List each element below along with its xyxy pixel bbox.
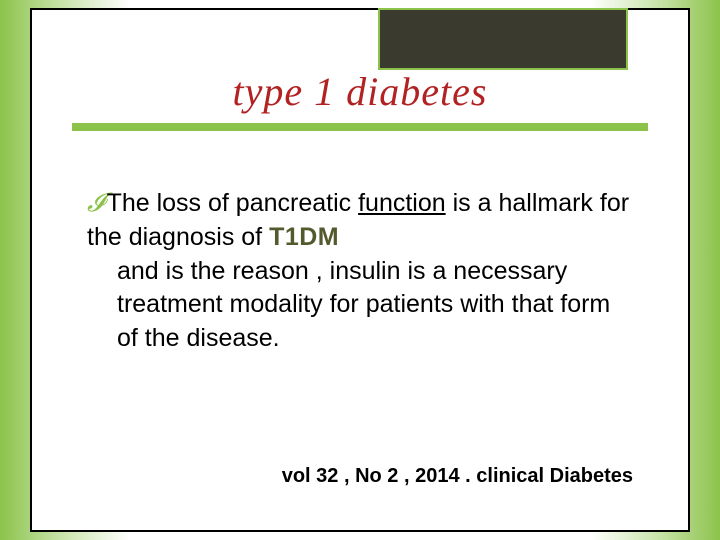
body-paragraph: 𝓘The loss of pancreatic function is a ha… (87, 185, 633, 356)
title-underline-rule (72, 123, 648, 131)
slide-title: type 1 diabetes (72, 68, 648, 115)
slide-frame: type 1 diabetes 𝓘The loss of pancreatic … (30, 8, 690, 532)
body-area: 𝓘The loss of pancreatic function is a ha… (87, 185, 633, 356)
body-rest: and is the reason , insulin is a necessa… (87, 255, 633, 356)
body-underline: function (358, 189, 446, 217)
accent-box (378, 8, 628, 70)
bullet-icon: 𝓘 (87, 185, 105, 220)
body-lead: The loss of pancreatic (107, 189, 359, 217)
citation-area: vol 32 , No 2 , 2014 . clinical Diabetes (87, 465, 633, 488)
citation-text: vol 32 , No 2 , 2014 . clinical Diabetes (282, 465, 633, 487)
body-emph: T1DM (269, 223, 339, 251)
title-area: type 1 diabetes (32, 68, 688, 141)
